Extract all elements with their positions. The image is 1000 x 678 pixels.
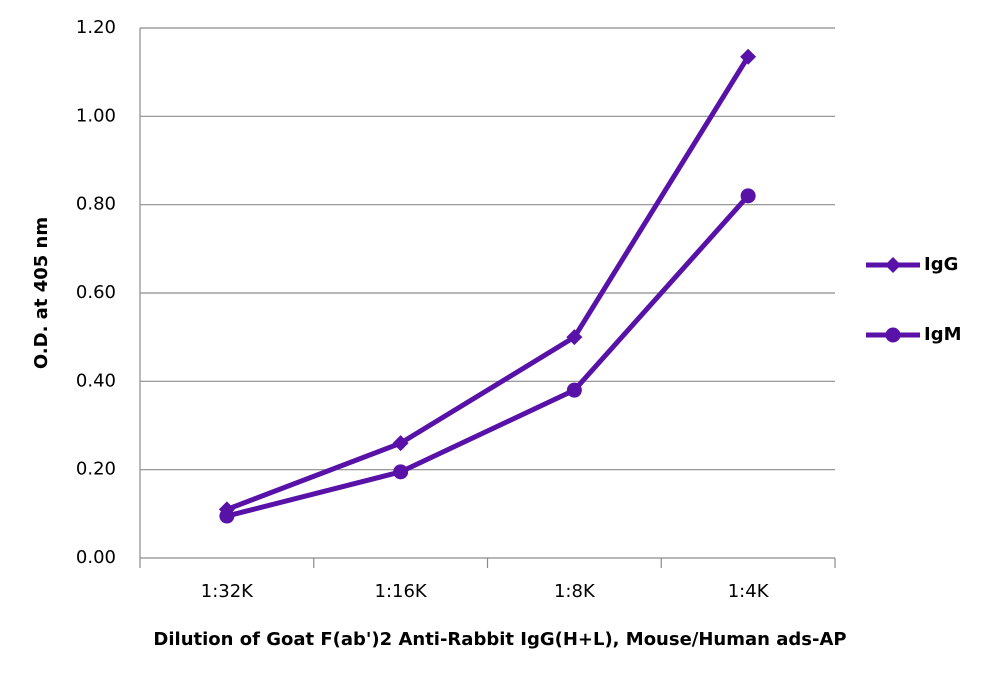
y-tick-label: 0.60 (76, 282, 116, 303)
marker (885, 327, 901, 343)
x-tick-label: 1:32K (201, 581, 254, 602)
marker (566, 329, 583, 346)
y-axis-title: O.D. at 405 nm (31, 217, 52, 369)
y-tick-label: 0.80 (76, 194, 116, 215)
x-tick-label: 1:4K (728, 581, 770, 602)
marker (219, 508, 235, 524)
marker (393, 464, 409, 480)
marker (885, 257, 901, 273)
series-line (225, 55, 751, 512)
marker (740, 188, 756, 204)
marker (392, 435, 409, 452)
legend-label: IgM (924, 324, 962, 345)
y-tick-label: 0.40 (76, 370, 116, 391)
y-tick-label: 0.00 (76, 547, 116, 568)
legend-label: IgG (924, 254, 958, 275)
x-tick-label: 1:16K (375, 581, 428, 602)
series-line (226, 194, 750, 519)
marker (740, 48, 757, 65)
y-tick-label: 0.20 (76, 459, 116, 480)
x-tick-label: 1:8K (554, 581, 596, 602)
marker (566, 382, 582, 398)
y-tick-label: 1.20 (76, 17, 116, 38)
x-axis-title: Dilution of Goat F(ab')2 Anti-Rabbit IgG… (153, 629, 846, 650)
y-tick-label: 1.00 (76, 105, 116, 126)
